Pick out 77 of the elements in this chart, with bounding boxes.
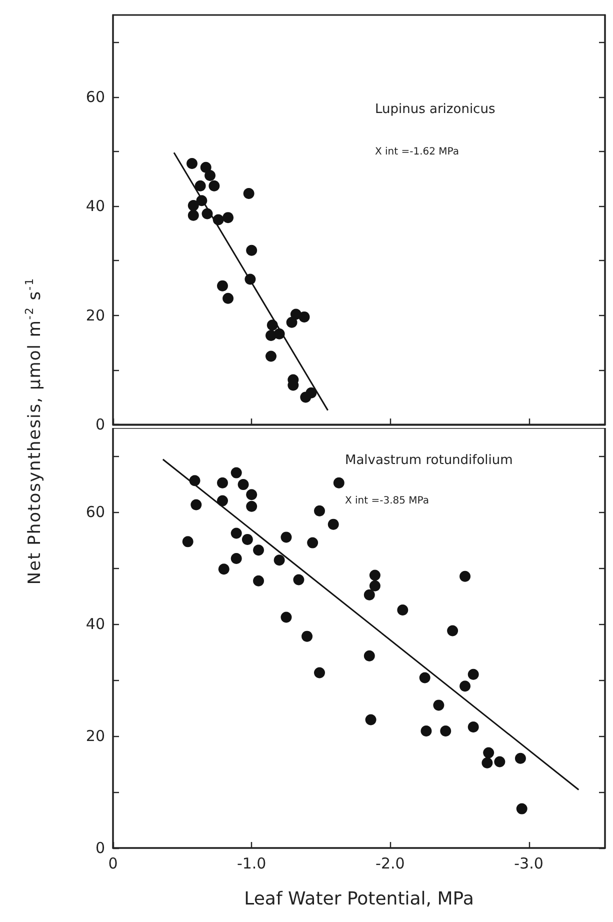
point bbox=[246, 500, 258, 512]
point bbox=[194, 180, 206, 192]
point bbox=[200, 162, 212, 173]
point bbox=[190, 499, 202, 510]
point bbox=[222, 212, 234, 224]
point bbox=[514, 752, 526, 764]
point bbox=[246, 244, 258, 256]
point bbox=[208, 180, 220, 192]
point bbox=[369, 580, 380, 592]
y-tick-label: 60 bbox=[86, 503, 105, 521]
point bbox=[314, 505, 325, 516]
point bbox=[482, 757, 493, 768]
point bbox=[188, 200, 199, 212]
point bbox=[298, 311, 310, 322]
point bbox=[333, 477, 344, 488]
point bbox=[217, 495, 228, 506]
point bbox=[222, 292, 234, 304]
point bbox=[217, 477, 228, 488]
point bbox=[253, 544, 264, 556]
point bbox=[217, 280, 228, 292]
y-tick-label: 20 bbox=[86, 306, 105, 324]
point bbox=[230, 528, 242, 539]
annotation: Lupinus arizonicus bbox=[375, 102, 496, 117]
point bbox=[307, 537, 318, 548]
point bbox=[286, 316, 298, 328]
point bbox=[468, 722, 479, 733]
point bbox=[280, 612, 292, 623]
point bbox=[364, 589, 375, 600]
point bbox=[364, 650, 375, 662]
x-axis-title: Leaf Water Potential, MPa bbox=[244, 888, 474, 910]
point bbox=[243, 188, 254, 200]
annotation: X int =-1.62 MPa bbox=[375, 146, 460, 158]
annotation: Malvastrum rotundifolium bbox=[345, 453, 513, 468]
point bbox=[186, 158, 198, 170]
point bbox=[182, 536, 194, 548]
point bbox=[468, 668, 479, 680]
y-tick-label: 40 bbox=[86, 615, 105, 633]
point bbox=[306, 387, 317, 398]
point bbox=[230, 552, 242, 564]
point bbox=[433, 700, 444, 711]
point bbox=[230, 467, 242, 478]
point bbox=[204, 170, 216, 182]
point bbox=[302, 630, 313, 642]
point bbox=[188, 210, 199, 221]
point bbox=[246, 489, 258, 500]
point bbox=[483, 747, 494, 758]
y-tick-label: 20 bbox=[86, 727, 105, 745]
point bbox=[242, 534, 253, 545]
point bbox=[494, 756, 506, 768]
point bbox=[280, 532, 292, 543]
y-tick-label: 60 bbox=[86, 88, 105, 106]
x-tick-label: -3.0 bbox=[514, 854, 544, 872]
point bbox=[440, 725, 452, 736]
point bbox=[253, 575, 264, 586]
x-tick-label: -1.0 bbox=[236, 854, 266, 872]
point bbox=[218, 564, 230, 575]
point bbox=[397, 604, 408, 616]
point bbox=[460, 570, 471, 582]
point bbox=[328, 518, 339, 530]
point bbox=[369, 570, 380, 581]
point bbox=[274, 554, 285, 566]
point bbox=[420, 725, 432, 736]
x-tick-label: 0 bbox=[108, 854, 118, 872]
y-tick-label: 0 bbox=[95, 839, 105, 857]
point bbox=[419, 672, 430, 684]
point bbox=[365, 714, 376, 726]
x-tick-label: -2.0 bbox=[376, 854, 405, 872]
y-tick-label: 0 bbox=[95, 416, 105, 434]
point bbox=[314, 667, 325, 678]
point bbox=[266, 350, 276, 362]
point bbox=[516, 803, 528, 814]
y-tick-label: 40 bbox=[86, 197, 105, 216]
point bbox=[238, 479, 249, 490]
point bbox=[460, 680, 471, 692]
point bbox=[293, 574, 304, 586]
point bbox=[447, 625, 458, 636]
annotation: X int =-3.85 MPa bbox=[345, 496, 430, 506]
